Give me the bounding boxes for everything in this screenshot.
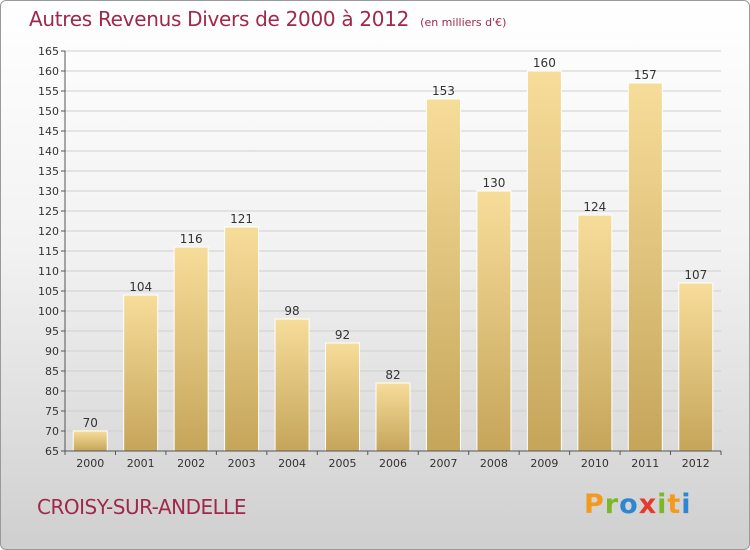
chart-title: Autres Revenus Divers de 2000 à 2012 bbox=[29, 7, 410, 31]
logo-letter: x bbox=[638, 489, 658, 520]
y-tick-label: 165 bbox=[38, 45, 59, 58]
y-tick-label: 110 bbox=[38, 265, 59, 278]
bar bbox=[224, 226, 260, 452]
logo-letter: t bbox=[667, 489, 682, 520]
logo-letter: i bbox=[681, 489, 692, 520]
logo-letter: i bbox=[657, 489, 668, 520]
data-label: 107 bbox=[684, 268, 707, 282]
data-label: 124 bbox=[583, 200, 606, 214]
bar bbox=[173, 246, 209, 452]
x-tick-label: 2001 bbox=[127, 457, 155, 470]
chart-subtitle: (en milliers d'€) bbox=[420, 16, 507, 29]
commune-name: CROISY-SUR-ANDELLE bbox=[37, 495, 247, 519]
y-tick-label: 85 bbox=[45, 365, 59, 378]
x-tick-label: 2010 bbox=[581, 457, 609, 470]
bar bbox=[526, 70, 562, 452]
x-tick-label: 2003 bbox=[228, 457, 256, 470]
x-axis-ticks: 2000 2001 2002 2003 2004 2005 2006 2007 2008 2009… bbox=[64, 451, 722, 470]
x-tick-label: 2007 bbox=[429, 457, 457, 470]
data-label: 160 bbox=[533, 56, 556, 70]
data-label: 157 bbox=[634, 68, 657, 82]
data-label: 130 bbox=[482, 176, 505, 190]
y-tick-label: 160 bbox=[38, 65, 59, 78]
x-tick-label: 2005 bbox=[329, 457, 357, 470]
y-tick-label: 100 bbox=[38, 305, 59, 318]
y-tick-label: 75 bbox=[45, 405, 59, 418]
bar bbox=[325, 342, 361, 452]
axes bbox=[64, 51, 721, 452]
y-tick-label: 95 bbox=[45, 325, 59, 338]
y-tick-label: 90 bbox=[45, 345, 59, 358]
x-tick-label: 2006 bbox=[379, 457, 407, 470]
y-tick-label: 65 bbox=[45, 445, 59, 458]
y-tick-label: 115 bbox=[38, 245, 59, 258]
data-label: 104 bbox=[129, 280, 152, 294]
bars bbox=[72, 70, 714, 452]
x-tick-label: 2002 bbox=[177, 457, 205, 470]
bar bbox=[425, 98, 461, 452]
bar bbox=[627, 82, 663, 452]
x-tick-label: 2000 bbox=[76, 457, 104, 470]
proxiti-logo: Proxiti bbox=[584, 489, 692, 520]
y-tick-label: 135 bbox=[38, 165, 59, 178]
bar bbox=[678, 282, 714, 452]
x-tick-label: 2011 bbox=[631, 457, 659, 470]
data-label: 70 bbox=[83, 416, 98, 430]
y-tick-label: 145 bbox=[38, 125, 59, 138]
data-labels: 70 104 116 121 98 92 82 153 130 160 124 157 107 bbox=[83, 56, 708, 430]
y-tick-label: 70 bbox=[45, 425, 59, 438]
y-tick-label: 80 bbox=[45, 385, 59, 398]
bar bbox=[476, 190, 512, 452]
data-label: 116 bbox=[180, 232, 203, 246]
logo-letter: o bbox=[619, 489, 639, 520]
title-row: Autres Revenus Divers de 2000 à 2012 (en… bbox=[29, 7, 506, 31]
y-tick-label: 140 bbox=[38, 145, 59, 158]
data-label: 121 bbox=[230, 212, 253, 226]
bar bbox=[72, 430, 108, 452]
data-label: 153 bbox=[432, 84, 455, 98]
bar bbox=[274, 318, 310, 452]
data-label: 92 bbox=[335, 328, 350, 342]
y-tick-label: 155 bbox=[38, 85, 59, 98]
logo-letter: P bbox=[584, 489, 605, 520]
x-tick-label: 2004 bbox=[278, 457, 306, 470]
x-tick-label: 2012 bbox=[682, 457, 710, 470]
x-tick-label: 2009 bbox=[530, 457, 558, 470]
bar bbox=[577, 214, 613, 452]
logo-letter: r bbox=[604, 489, 620, 520]
data-label: 82 bbox=[385, 368, 400, 382]
y-tick-label: 120 bbox=[38, 225, 59, 238]
y-tick-label: 105 bbox=[38, 285, 59, 298]
y-tick-label: 130 bbox=[38, 185, 59, 198]
bar bbox=[375, 382, 411, 452]
y-axis-ticks: 65 70 75 80 85 90 95 100 105 110 115 120 125 130 135 14… bbox=[38, 45, 65, 458]
y-tick-label: 125 bbox=[38, 205, 59, 218]
data-label: 98 bbox=[284, 304, 299, 318]
x-tick-label: 2008 bbox=[480, 457, 508, 470]
y-tick-label: 150 bbox=[38, 105, 59, 118]
bar bbox=[123, 294, 159, 452]
